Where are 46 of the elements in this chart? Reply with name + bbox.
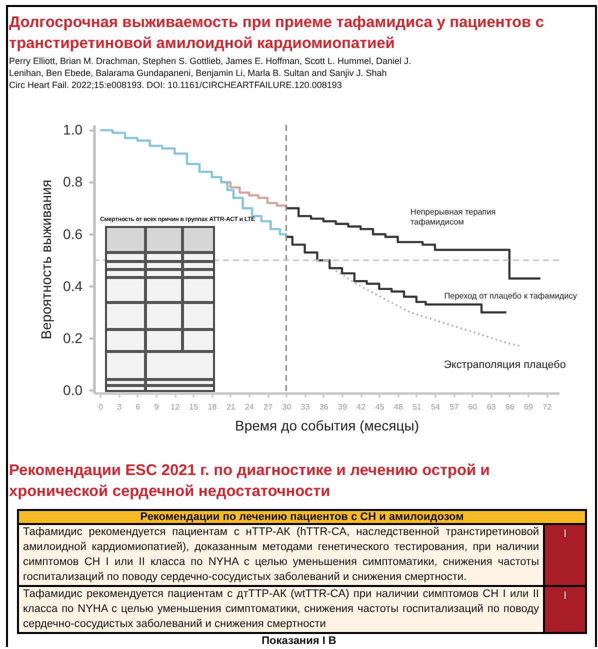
text: Рекомендации ESC 2021 г. по диагностике и лечению острой и хронической сердечной недостаточности xyxy=(9,461,491,502)
x-tick-label: 21 xyxy=(226,402,236,412)
x-tick-label: 45 xyxy=(375,402,385,412)
text: Показания I B xyxy=(260,635,338,648)
x-tick-label: 6 xyxy=(136,402,141,412)
y-tick-label: 0.4 xyxy=(63,278,83,294)
x-tick-label: 30 xyxy=(282,402,292,412)
x-tick-label: 60 xyxy=(468,402,478,412)
x-tick-label: 72 xyxy=(542,402,552,412)
x-tick-label: 63 xyxy=(486,402,496,412)
x-tick-label: 54 xyxy=(431,402,440,412)
text: Тафамидис рекомендуется пациентам с дтТТР-АК (wtTTR-CA) при наличии симптомов СН I или II класса по NYHA с целью уменьшения симптоматики, снижения частоты госпитализаций по поводу сердечно-сосудистых заболеваний и снижения смертности xyxy=(18,586,544,633)
x-axis-title: Время до события (месяцы) xyxy=(235,418,419,434)
chart-subtitle: Perry Elliott, Brian M. Drachman, Stephen S. Gottlieb, James E. Hoffman, Scott L. Hummel, Daniel J. Lenihan, Ben Ebede, Balarama Gundapaneni, Benjamin Li, Marla B. Sultan and Sanjiv J. Shah xyxy=(9,55,412,79)
x-tick-label: 18 xyxy=(208,402,218,412)
series-label: Непрерывная терапия тафамидисом xyxy=(410,208,496,227)
x-tick-label: 66 xyxy=(505,402,515,412)
x-tick-label: 42 xyxy=(356,402,366,412)
y-tick-label: 1.0 xyxy=(63,122,83,138)
text: Тафамидис рекомендуется пациентам с нТТР-АК (hTTR-CA, наследственной транстиретиновой амилоидной кардиомиопатией), доказанным методами генетического тестирования, при наличии симптомов СН I или II класса по NYHA с целью уменьшения симптоматики, снижения частоты госпитализаций по поводу сердечно-сосудистых заболеваний и снижения смертности. xyxy=(18,524,544,586)
x-tick-label: 69 xyxy=(524,402,534,412)
text: I xyxy=(544,586,586,633)
chart-title: Долгосрочная выживаемость при приеме тафамидиса у пациентов с транстиретиновой амилоидной кардиомиопатией xyxy=(9,13,545,54)
y-tick-label: 0.2 xyxy=(63,330,83,346)
x-tick-label: 27 xyxy=(264,402,274,412)
y-axis-title: Вероятность выживания xyxy=(38,180,54,340)
text: I xyxy=(544,524,586,586)
text: Рекомендации по лечению пациентов с СН и амилоидозом xyxy=(18,510,586,524)
x-tick-label: 36 xyxy=(319,402,329,412)
x-tick-label: 48 xyxy=(394,402,404,412)
y-tick-label: 0.8 xyxy=(63,174,83,190)
x-tick-label: 0 xyxy=(98,402,104,412)
text: Экстраполяция плацебо xyxy=(444,359,566,372)
x-tick-label: 24 xyxy=(245,402,254,412)
x-tick-label: 3 xyxy=(117,402,122,412)
x-tick-label: 51 xyxy=(412,402,422,412)
series-label: Переход от плацебо к тафамидису xyxy=(444,291,578,300)
x-tick-label: 39 xyxy=(338,402,348,412)
y-tick-label: 0.6 xyxy=(63,226,83,242)
x-tick-label: 15 xyxy=(189,402,199,412)
x-tick-label: 12 xyxy=(170,402,180,412)
x-tick-label: 57 xyxy=(450,402,460,412)
y-tick-label: 0.0 xyxy=(63,382,83,398)
x-tick-label: 9 xyxy=(154,402,160,412)
x-tick-label: 33 xyxy=(300,402,310,412)
text: Circ Heart Fail. 2022;15:e008193. DOI: 10.1161/CIRCHEARTFAILURE.120.008193 xyxy=(9,79,343,91)
